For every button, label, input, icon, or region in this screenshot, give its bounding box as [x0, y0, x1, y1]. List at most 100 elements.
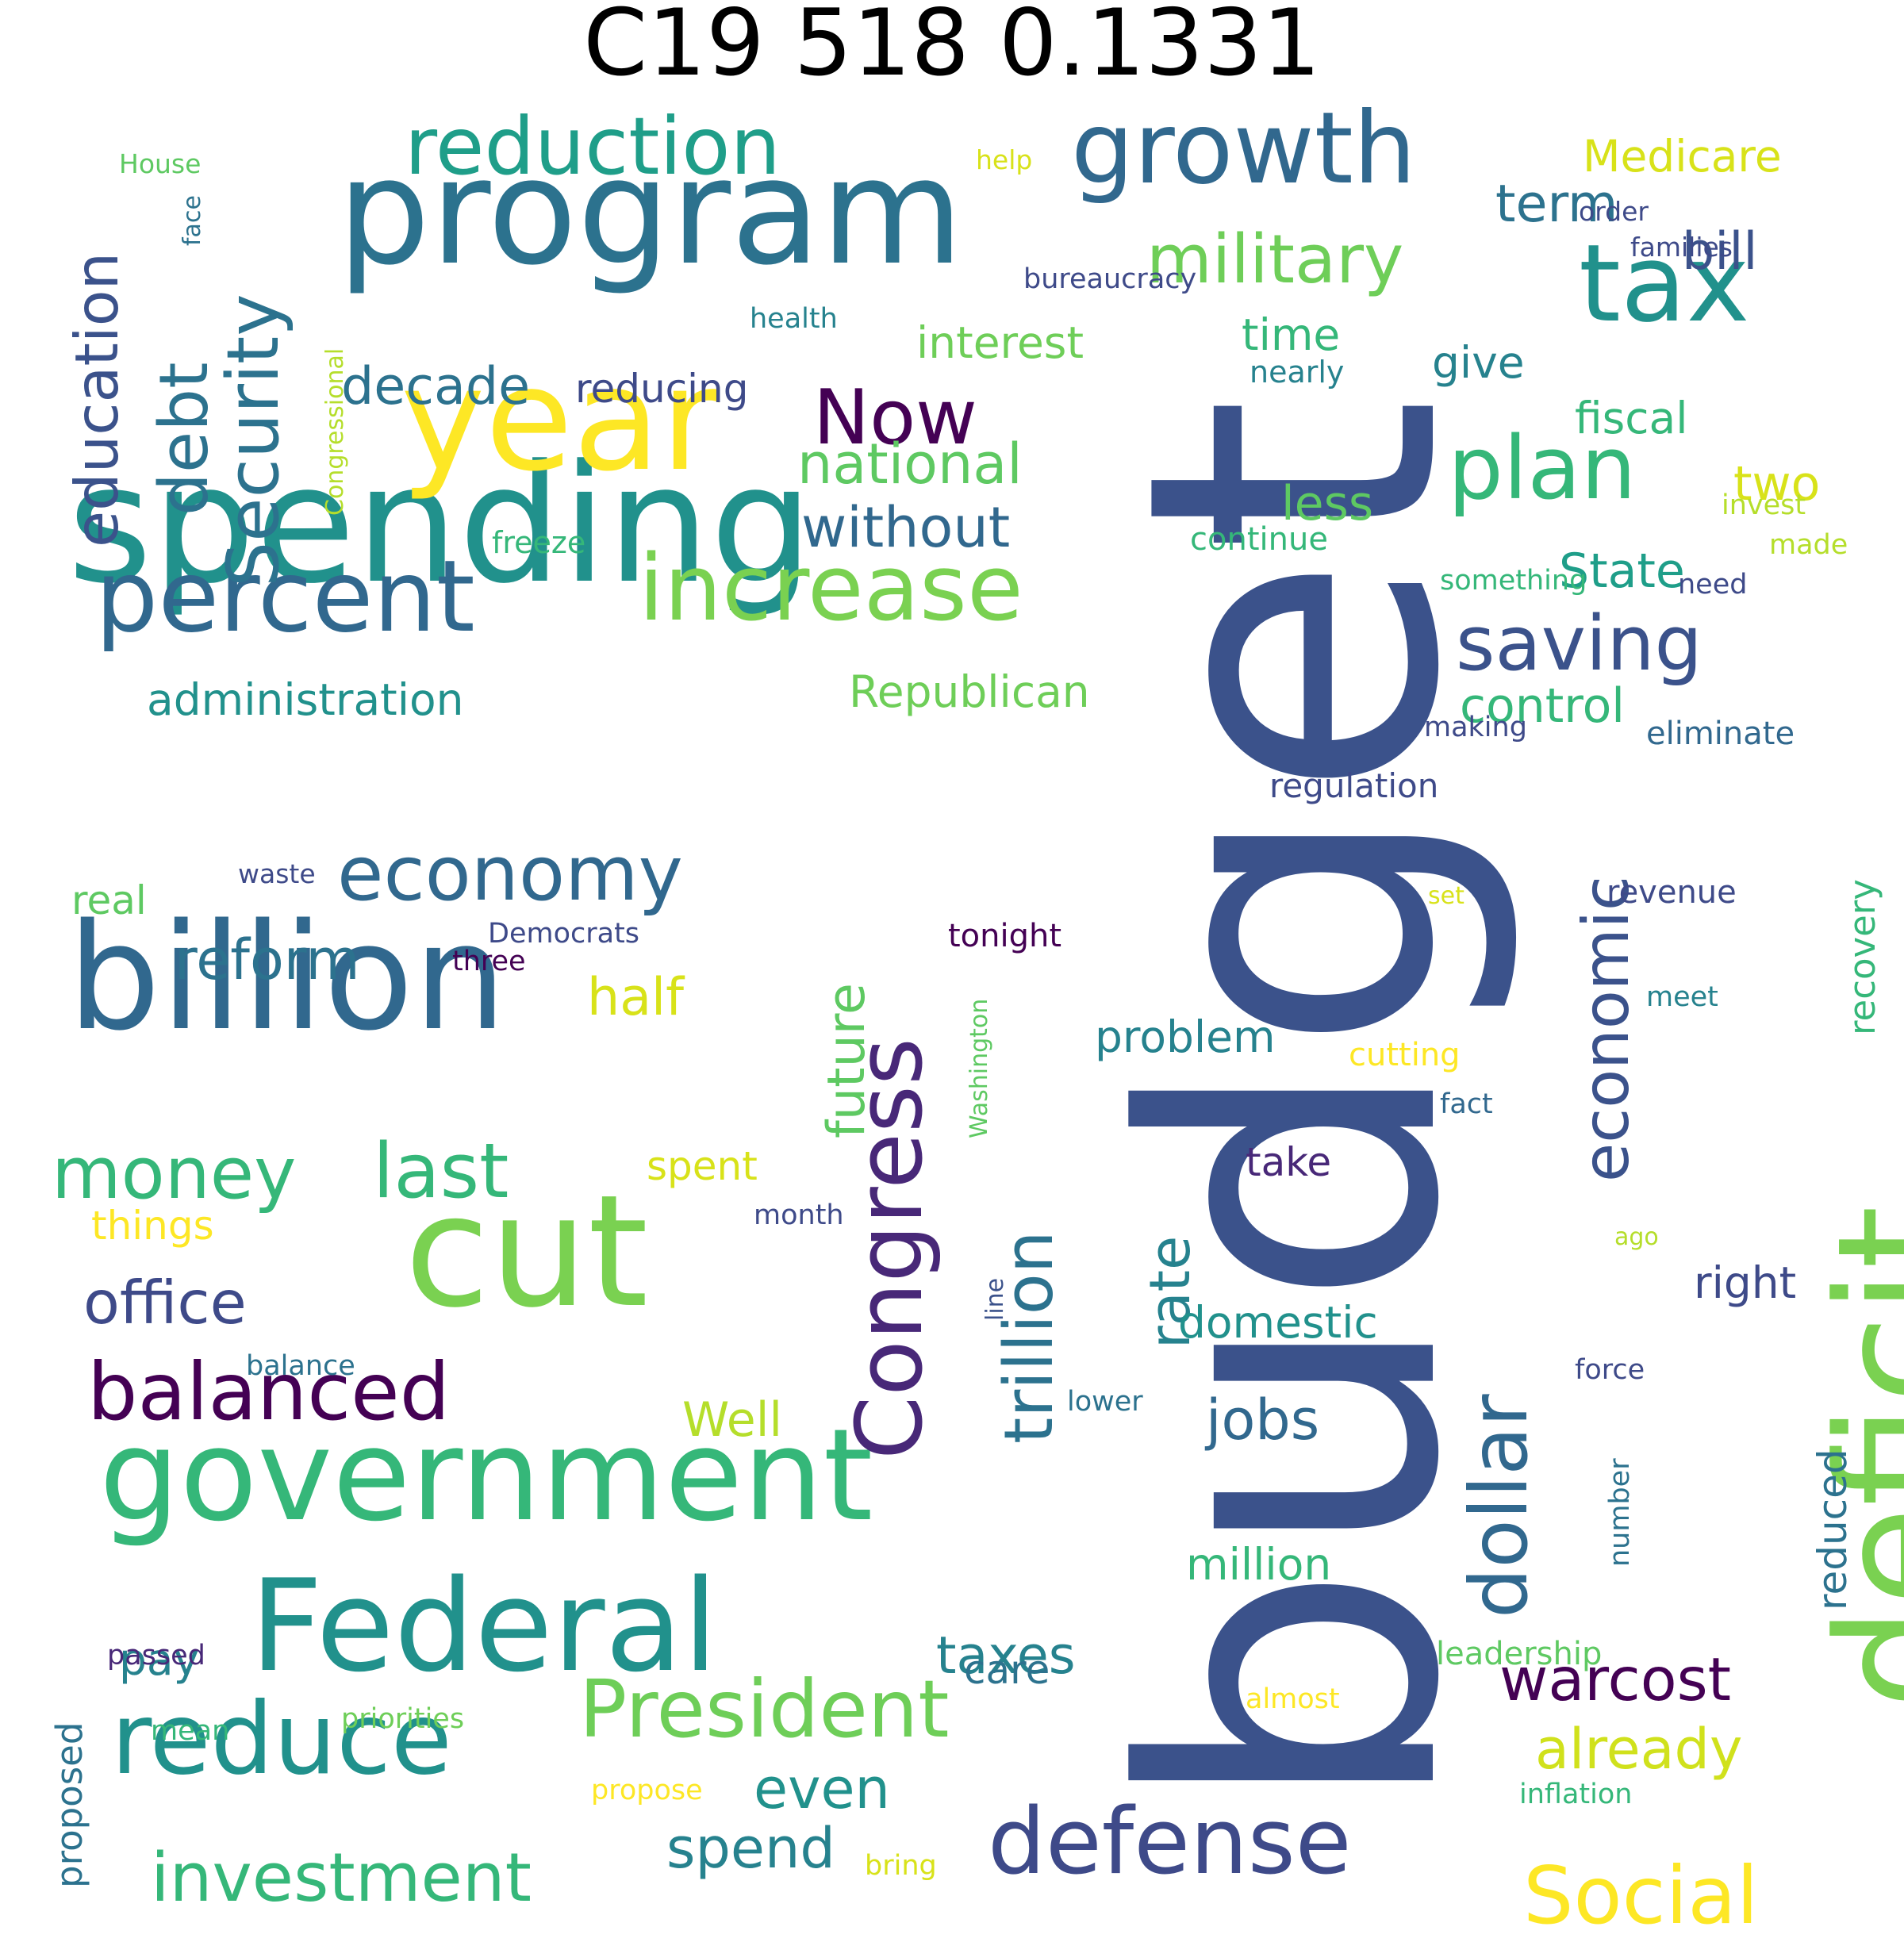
cloud-word: right — [1694, 1257, 1797, 1308]
cloud-word: pay — [119, 1634, 200, 1685]
cloud-word: administration — [147, 674, 464, 725]
cloud-word: ago — [1614, 1223, 1659, 1251]
cloud-word: last — [373, 1128, 509, 1215]
cloud-word: growth — [1071, 91, 1416, 206]
cloud-word: help — [976, 144, 1033, 175]
cloud-word: spending — [67, 431, 814, 620]
cloud-word: taxes — [936, 1626, 1076, 1686]
cloud-word: interest — [916, 317, 1084, 368]
cloud-word: billion — [67, 892, 507, 1063]
cloud-word: waste — [238, 858, 316, 889]
cloud-word: bill — [1682, 222, 1758, 282]
cloud-word: making — [1424, 712, 1527, 743]
cloud-word: Congressional — [321, 347, 349, 516]
cloud-word: two — [1733, 456, 1821, 512]
cloud-word: future — [817, 982, 877, 1138]
cloud-word: State — [1559, 543, 1685, 599]
cloud-word: year — [401, 337, 720, 503]
cloud-word: Medicare — [1583, 131, 1782, 182]
cloud-word: office — [83, 1268, 247, 1338]
cloud-word: order — [1579, 196, 1649, 227]
cloud-word: Republican — [849, 666, 1090, 717]
cloud-word: need — [1678, 569, 1748, 601]
cloud-word: military — [1146, 221, 1404, 299]
cloud-word: proposed — [48, 1721, 90, 1888]
cloud-word: priorities — [341, 1703, 465, 1735]
cloud-word: things — [91, 1203, 214, 1249]
cloud-word: reduce — [111, 1682, 452, 1797]
cloud-word: freeze — [492, 525, 586, 560]
cloud-word: inflation — [1519, 1779, 1633, 1810]
cloud-word: million — [1186, 1539, 1332, 1590]
cloud-word: mean — [151, 1715, 230, 1747]
cloud-word: time — [1242, 309, 1341, 360]
cloud-word: care — [964, 1647, 1050, 1693]
cloud-word: face — [178, 195, 206, 246]
cloud-word: cutting — [1349, 1037, 1461, 1073]
cloud-word: warcost — [1499, 1645, 1732, 1714]
cloud-word: debt — [145, 362, 224, 516]
cloud-word: tax — [1579, 221, 1750, 346]
cloud-word: term — [1495, 175, 1618, 234]
cloud-word: dollar — [1453, 1394, 1545, 1618]
cloud-word: percent — [95, 539, 475, 654]
cloud-word: regulation — [1269, 766, 1439, 805]
cloud-word: passed — [107, 1640, 205, 1671]
cloud-word: Democrats — [488, 918, 640, 950]
cloud-word: number — [1604, 1458, 1636, 1567]
cloud-word: problem — [1095, 1011, 1276, 1062]
cloud-word: bring — [865, 1850, 937, 1882]
cloud-word: control — [1460, 678, 1625, 734]
cloud-word: House — [119, 148, 202, 179]
cloud-word: health — [750, 303, 838, 335]
cloud-word: Well — [682, 1392, 783, 1448]
cloud-word: money — [52, 1132, 297, 1215]
cloud-word: reduction — [405, 100, 781, 193]
cloud-word: propose — [591, 1775, 703, 1806]
cloud-word: already — [1535, 1717, 1743, 1782]
cloud-word: tonight — [948, 918, 1062, 954]
cloud-word: cut — [405, 1161, 649, 1341]
cloud-word: reducing — [575, 366, 749, 412]
cloud-word: plan — [1448, 417, 1637, 519]
cloud-word: invest — [1722, 489, 1806, 521]
cloud-word: eliminate — [1646, 716, 1795, 752]
cloud-word: domestic — [1178, 1297, 1378, 1348]
cloud-word: Security — [212, 294, 295, 587]
cloud-word: reform — [175, 927, 360, 992]
cloud-word: defense — [988, 1789, 1352, 1895]
cloud-word: economic — [1569, 876, 1643, 1182]
cloud-word: saving — [1456, 601, 1702, 688]
cloud-word: President — [579, 1663, 950, 1756]
cloud-word: without — [801, 495, 1011, 560]
cloud-word: continue — [1190, 521, 1328, 558]
cloud-word: meet — [1646, 981, 1718, 1013]
cloud-title: C19 518 0.1331 — [583, 0, 1321, 97]
cloud-word: Washington — [965, 998, 993, 1138]
cloud-word: line — [981, 1277, 1009, 1321]
cloud-word: less — [1281, 476, 1374, 532]
cloud-word: real — [71, 877, 147, 923]
cloud-word: force — [1575, 1354, 1645, 1386]
cloud-word: fiscal — [1575, 393, 1688, 443]
cloud-word: fact — [1440, 1088, 1493, 1120]
cloud-word: recovery — [1841, 879, 1883, 1035]
cloud-word: almost — [1246, 1683, 1340, 1715]
cloud-word: balance — [246, 1350, 355, 1382]
cloud-word: decade — [341, 357, 531, 416]
cloud-word: jobs — [1206, 1387, 1320, 1453]
cloud-word: government — [99, 1401, 873, 1549]
cloud-word: take — [1246, 1139, 1332, 1185]
cloud-word: spent — [647, 1143, 758, 1189]
cloud-word: lower — [1067, 1386, 1143, 1418]
cloud-word: balanced — [87, 1345, 451, 1438]
cloud-word: program — [337, 126, 964, 297]
cloud-word: give — [1432, 337, 1525, 388]
cloud-word: set — [1428, 882, 1464, 910]
cloud-word: budget — [1061, 396, 1528, 1817]
cloud-word: Social — [1523, 1849, 1759, 1942]
cloud-word: bureaucracy — [1023, 263, 1197, 295]
cloud-word: Federal — [250, 1552, 718, 1700]
cloud-word: something — [1440, 565, 1587, 597]
